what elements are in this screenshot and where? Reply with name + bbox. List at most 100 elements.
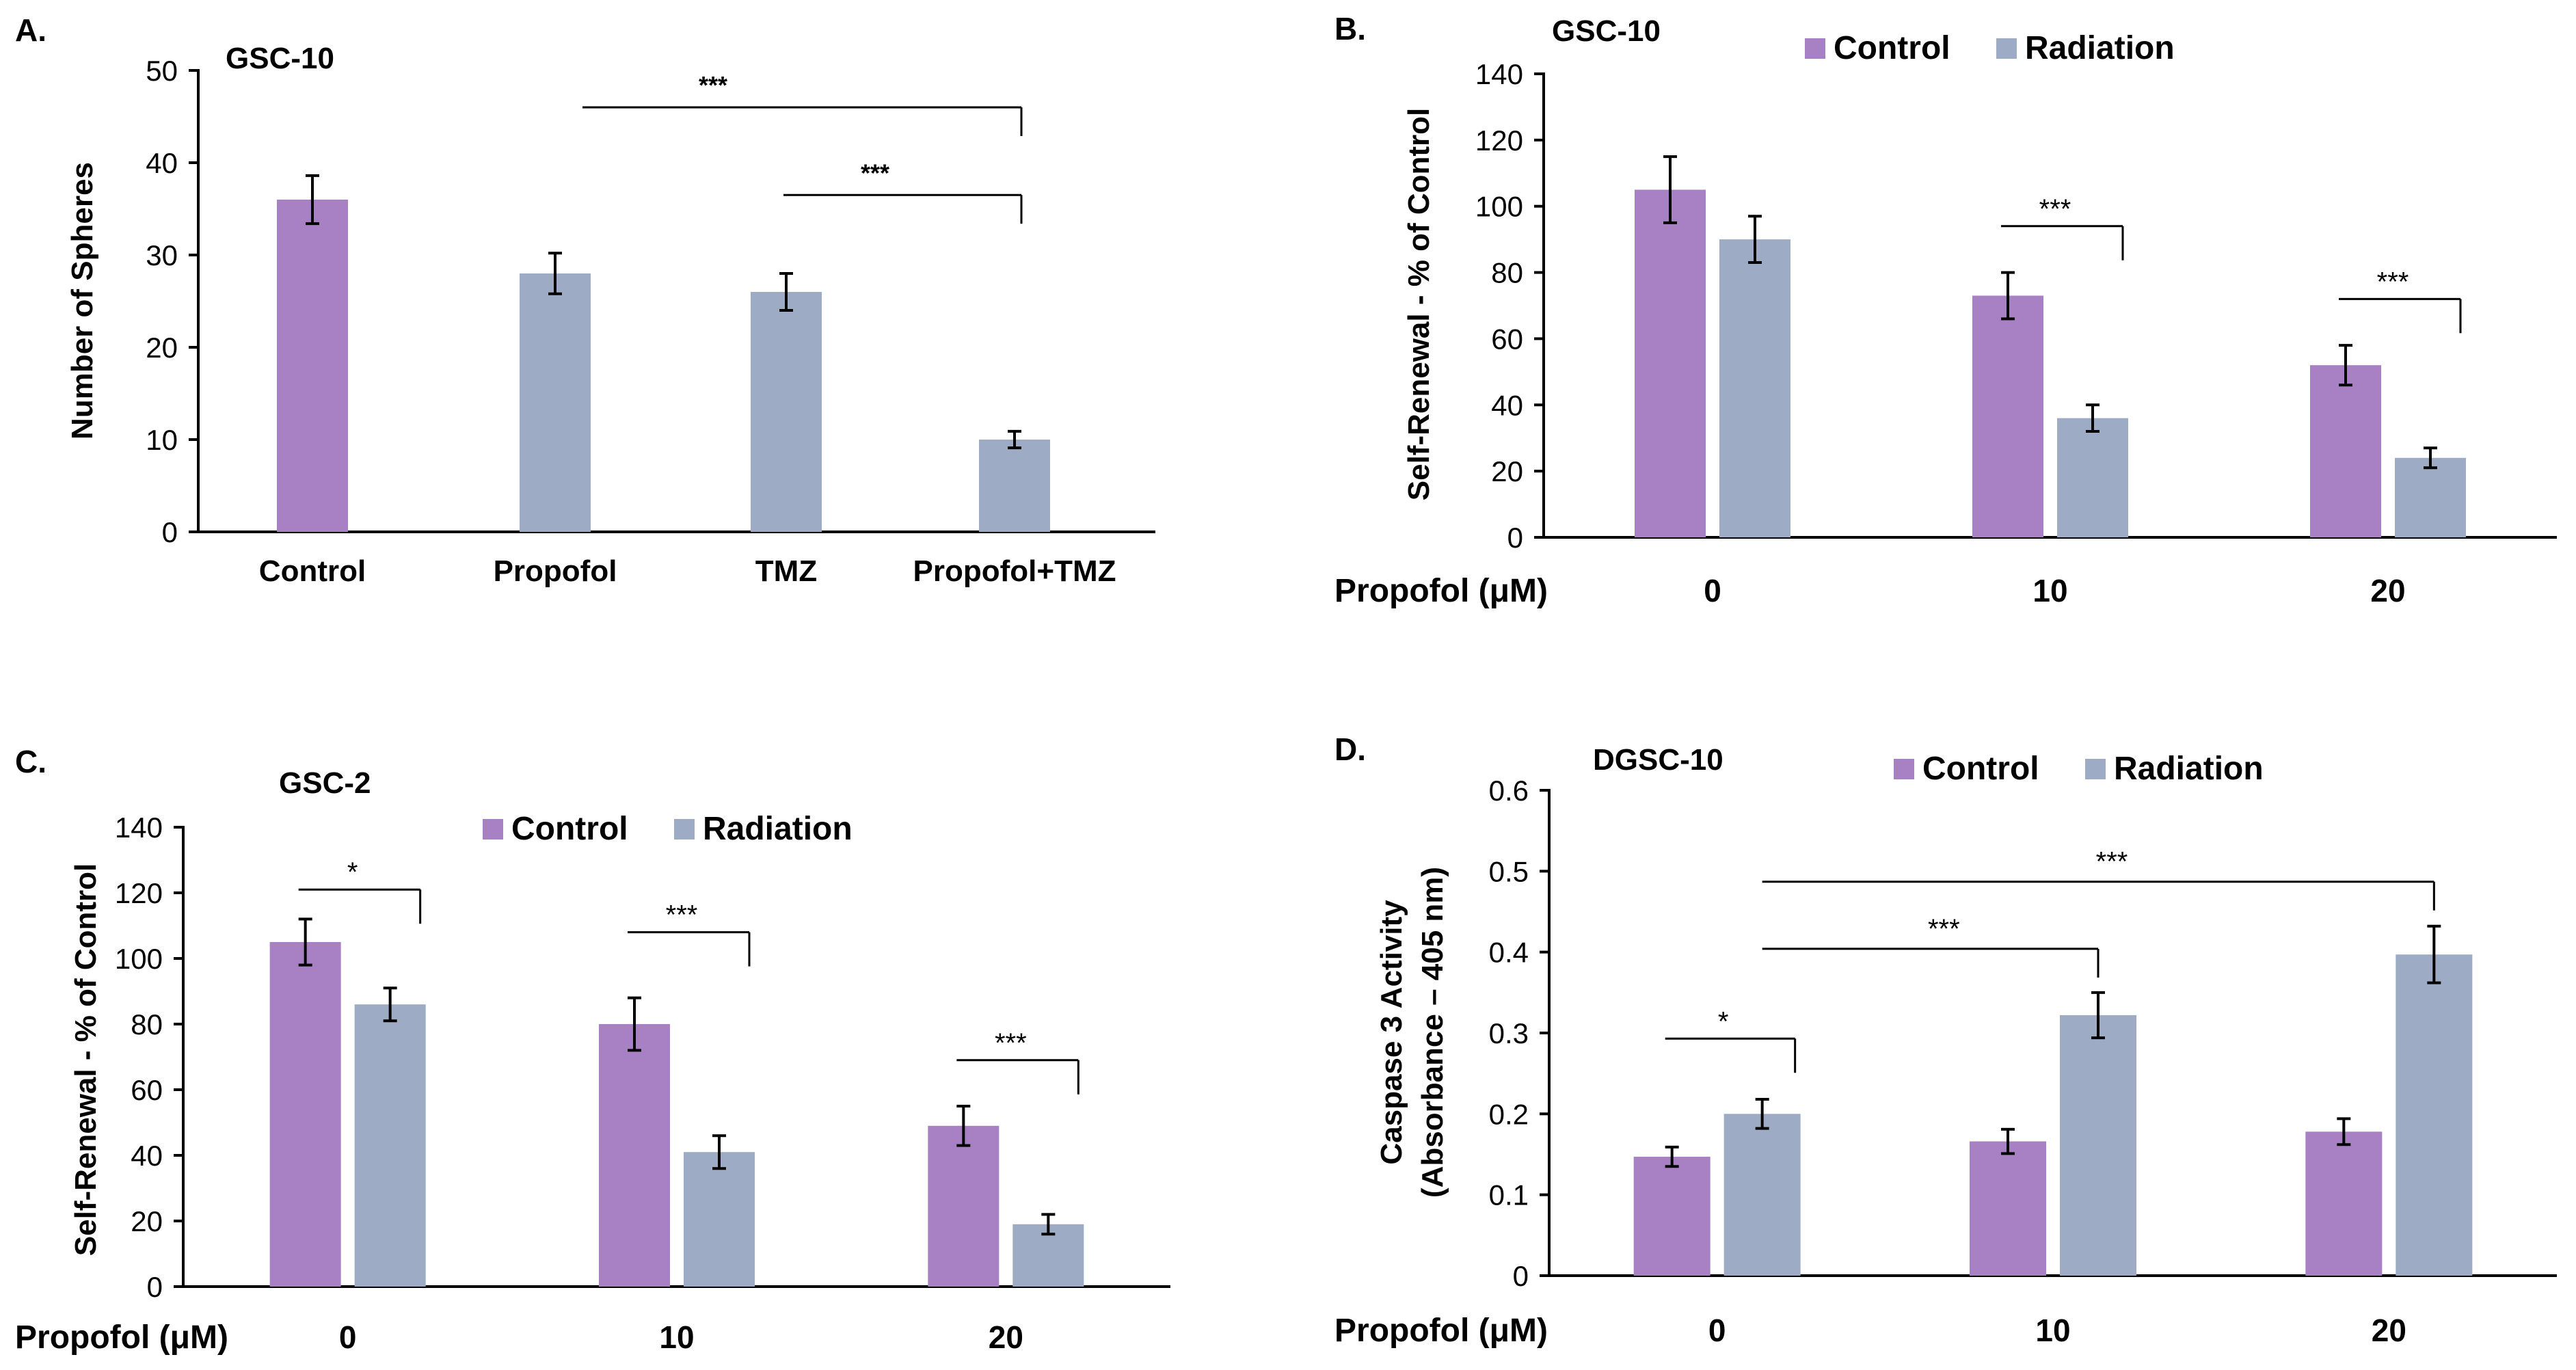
significance-bracket: *** (628, 900, 751, 967)
y-axis-label: Self-Renewal - % of Control (1402, 108, 1436, 500)
x-tick-label: Propofol (494, 554, 617, 588)
y-axis-label: Number of Spheres (66, 162, 99, 440)
y-tick-label: 140 (115, 811, 163, 844)
bar-radiation (354, 1004, 426, 1287)
x-tick-label: 20 (2370, 573, 2405, 608)
legend-swatch-radiation (2085, 759, 2106, 779)
y-tick-label: 0 (1507, 522, 1523, 554)
legend-swatch-radiation (674, 819, 695, 840)
y-tick-label: 0.5 (1489, 855, 1529, 887)
panel-label: B. (1334, 11, 1366, 46)
significance-label: *** (2039, 194, 2071, 224)
x-tick-label: 20 (989, 1319, 1023, 1355)
y-tick-label: 0 (1513, 1260, 1529, 1292)
y-tick-label: 20 (131, 1205, 163, 1237)
bar-control (928, 1125, 999, 1287)
panel-a: A. GSC-10 0 10 20 30 40 50 Number of Spheres Cont… (15, 12, 1155, 588)
significance-bracket: * (1665, 1006, 1797, 1073)
legend-label-control: Control (1834, 30, 1950, 66)
y-tick-label: 100 (115, 943, 163, 975)
x-tick-label: 0 (1704, 573, 1721, 608)
bar-control (599, 1024, 670, 1287)
significance-label: *** (2377, 267, 2409, 297)
y-axis-label: Caspase 3 Activity (1375, 900, 1408, 1165)
y-tick-label: 80 (1491, 257, 1523, 289)
bar-radiation (2060, 1015, 2136, 1276)
bar-control (1970, 1141, 2046, 1276)
x-axis-label: Propofol (μM) (1334, 1313, 1548, 1349)
significance-label: *** (861, 159, 889, 187)
significance-bracket: * (298, 857, 422, 924)
y-tick-label: 10 (146, 424, 178, 456)
panel-label: C. (15, 744, 46, 779)
bar-control (2305, 1131, 2383, 1276)
bar-radiation (2396, 954, 2473, 1276)
x-tick-label: TMZ (755, 554, 817, 588)
x-axis-label: Propofol (μM) (1334, 573, 1548, 609)
legend-label-radiation: Radiation (2114, 751, 2264, 787)
bar-control (1633, 1157, 1710, 1276)
significance-bracket: *** (2001, 194, 2124, 260)
legend-swatch-control (1894, 759, 1914, 779)
y-tick-label: 140 (1475, 58, 1523, 90)
x-tick-label: 0 (1708, 1313, 1726, 1348)
y-tick-label: 0.4 (1489, 937, 1529, 969)
significance-bracket: *** (1762, 914, 2099, 978)
bar-radiation (1719, 239, 1790, 537)
x-tick-label: Control (259, 554, 366, 588)
chart-title: GSC-2 (279, 766, 371, 800)
bar (979, 440, 1050, 532)
bar-control (1972, 295, 2043, 537)
y-tick-label: 0.2 (1489, 1098, 1529, 1130)
panel-label: A. (15, 12, 46, 48)
y-tick-label: 60 (1491, 323, 1523, 355)
significance-bracket: *** (1762, 847, 2435, 911)
significance-label: *** (1928, 914, 1960, 944)
significance-label: *** (666, 900, 698, 930)
legend-label-radiation: Radiation (703, 811, 853, 847)
bar (520, 273, 591, 532)
y-tick-label: 120 (115, 877, 163, 909)
y-axis-label-2: (Absorbance – 405 nm) (1416, 867, 1449, 1198)
legend: Control Radiation (483, 811, 853, 847)
legend-swatch-control (483, 819, 503, 840)
legend: Control Radiation (1894, 751, 2264, 787)
significance-label: * (347, 857, 358, 887)
bar-radiation (2057, 418, 2128, 537)
bar-control (1635, 189, 1706, 537)
y-tick-label: 40 (146, 147, 178, 179)
y-tick-label: 60 (131, 1074, 163, 1106)
legend-label-control: Control (1922, 751, 2039, 787)
x-tick-label: 10 (2035, 1313, 2070, 1348)
bar-control (2310, 365, 2381, 537)
significance-bracket: *** (783, 159, 1023, 224)
bar-radiation (684, 1152, 755, 1287)
y-tick-label: 0.3 (1489, 1017, 1529, 1049)
significance-bracket: *** (582, 71, 1023, 136)
bar (277, 200, 348, 532)
y-tick-label: 30 (146, 239, 178, 271)
significance-label: *** (699, 71, 727, 99)
y-tick-label: 0.1 (1489, 1179, 1529, 1211)
y-tick-label: 0.6 (1489, 775, 1529, 807)
bar-radiation (1723, 1114, 1801, 1276)
significance-bracket: *** (956, 1028, 1079, 1094)
y-tick-label: 20 (146, 332, 178, 364)
y-tick-label: 0 (162, 516, 178, 548)
legend-label-radiation: Radiation (2025, 30, 2175, 66)
y-tick-label: 40 (131, 1140, 163, 1172)
panel-d: D. DGSC-10 0 0.1 0.2 0.3 0.4 0.5 0.6 Caspase 3 Ac… (1334, 731, 2557, 1349)
y-tick-label: 100 (1475, 191, 1523, 223)
y-tick-label: 20 (1491, 455, 1523, 487)
y-axis-label: Self-Renewal - % of Control (69, 863, 103, 1256)
chart-title: GSC-10 (226, 42, 334, 75)
x-tick-label: Propofol+TMZ (913, 554, 1116, 588)
chart-title: DGSC-10 (1593, 743, 1723, 777)
chart-title: GSC-10 (1552, 14, 1661, 48)
legend-label-control: Control (511, 811, 628, 847)
x-tick-label: 0 (339, 1319, 357, 1355)
significance-label: *** (2096, 847, 2128, 877)
y-tick-label: 120 (1475, 124, 1523, 157)
